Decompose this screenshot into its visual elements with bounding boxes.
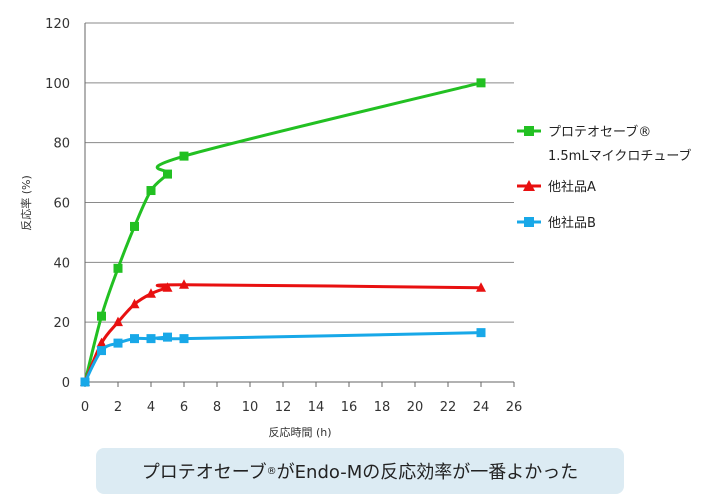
point-competitor-a-24 bbox=[476, 282, 486, 292]
y-tick-120: 120 bbox=[45, 17, 70, 32]
point-competitor-a-3 bbox=[129, 298, 140, 309]
series-proteosave bbox=[80, 78, 486, 387]
point-proteosave-1 bbox=[97, 311, 106, 321]
legend-marker-proteosave bbox=[524, 126, 534, 136]
grid-lines bbox=[85, 22, 514, 323]
point-proteosave-6 bbox=[179, 151, 189, 161]
x-tick-4: 4 bbox=[147, 400, 155, 415]
x-tick-20: 20 bbox=[407, 400, 424, 415]
x-tick-26: 26 bbox=[506, 400, 523, 415]
legend-label-competitor-a: 他社品A bbox=[548, 179, 596, 195]
x-tick-2: 2 bbox=[114, 400, 122, 415]
x-tick-0: 0 bbox=[81, 400, 89, 415]
x-tick-labels: 0 2 4 6 8 10 12 14 16 18 20 22 24 26 bbox=[81, 400, 522, 415]
point-competitor-b-2 bbox=[113, 338, 123, 348]
x-tick-8: 8 bbox=[213, 400, 221, 415]
x-tick-18: 18 bbox=[374, 400, 391, 415]
x-tick-12: 12 bbox=[275, 400, 292, 415]
legend-label-proteosave-line2: 1.5mLマイクロチューブ bbox=[548, 148, 692, 164]
point-proteosave-2 bbox=[113, 263, 123, 273]
point-competitor-a-2 bbox=[113, 316, 123, 327]
caption-registered-mark: ® bbox=[266, 465, 277, 477]
point-proteosave-4 bbox=[146, 186, 156, 196]
point-competitor-a-4 bbox=[146, 288, 156, 298]
point-proteosave-24 bbox=[476, 78, 486, 88]
point-competitor-b-3 bbox=[130, 334, 139, 344]
x-tick-14: 14 bbox=[308, 400, 325, 415]
x-axis-label: 反応時間 (h) bbox=[268, 425, 331, 439]
point-competitor-b-24 bbox=[476, 328, 486, 338]
point-competitor-a-6 bbox=[179, 279, 189, 289]
point-competitor-a-1 bbox=[96, 337, 107, 348]
y-tick-100: 100 bbox=[45, 77, 70, 92]
caption-text-a: プロテオセーブ bbox=[141, 462, 267, 483]
series-line-competitor-b bbox=[83, 331, 483, 384]
point-competitor-b-0 bbox=[80, 377, 90, 387]
legend-item-proteosave[interactable]: プロテオセーブ® 1.5mLマイクロチューブ bbox=[517, 124, 692, 164]
legend-marker-competitor-a bbox=[523, 180, 535, 191]
y-tick-80: 80 bbox=[53, 137, 70, 152]
legend-marker-competitor-b bbox=[524, 217, 534, 227]
caption-text-b: がEndo-Mの反応効率が一番よかった bbox=[276, 462, 579, 483]
x-tick-16: 16 bbox=[341, 400, 358, 415]
point-competitor-b-6 bbox=[179, 334, 189, 344]
y-tick-labels: 0 20 40 60 80 100 120 bbox=[45, 17, 70, 391]
y-tick-40: 40 bbox=[53, 256, 70, 271]
series-layer bbox=[80, 78, 486, 387]
point-proteosave-3 bbox=[130, 221, 139, 231]
axes bbox=[84, 23, 515, 387]
point-competitor-b-5 bbox=[163, 332, 172, 342]
x-tick-6: 6 bbox=[180, 400, 188, 415]
legend-label-proteosave-line1: プロテオセーブ® bbox=[548, 124, 651, 140]
y-tick-60: 60 bbox=[53, 197, 70, 212]
x-tick-10: 10 bbox=[242, 400, 259, 415]
legend: プロテオセーブ® 1.5mLマイクロチューブ 他社品A 他社品B bbox=[517, 124, 692, 231]
legend-item-competitor-b[interactable]: 他社品B bbox=[517, 215, 596, 231]
y-axis-label: 反応率 (%) bbox=[19, 175, 33, 231]
legend-item-competitor-a[interactable]: 他社品A bbox=[517, 179, 596, 195]
point-competitor-a-5 bbox=[162, 282, 173, 292]
y-tick-0: 0 bbox=[62, 376, 70, 391]
x-tick-22: 22 bbox=[440, 400, 457, 415]
y-tick-20: 20 bbox=[53, 316, 70, 331]
x-tick-24: 24 bbox=[473, 400, 490, 415]
caption-banner: プロテオセーブ ® がEndo-Mの反応効率が一番よかった bbox=[96, 448, 624, 494]
point-competitor-b-4 bbox=[146, 334, 156, 344]
point-proteosave-5 bbox=[163, 169, 172, 179]
series-competitor-b bbox=[80, 328, 486, 387]
point-competitor-b-1 bbox=[97, 346, 106, 356]
legend-label-competitor-b: 他社品B bbox=[548, 215, 596, 231]
